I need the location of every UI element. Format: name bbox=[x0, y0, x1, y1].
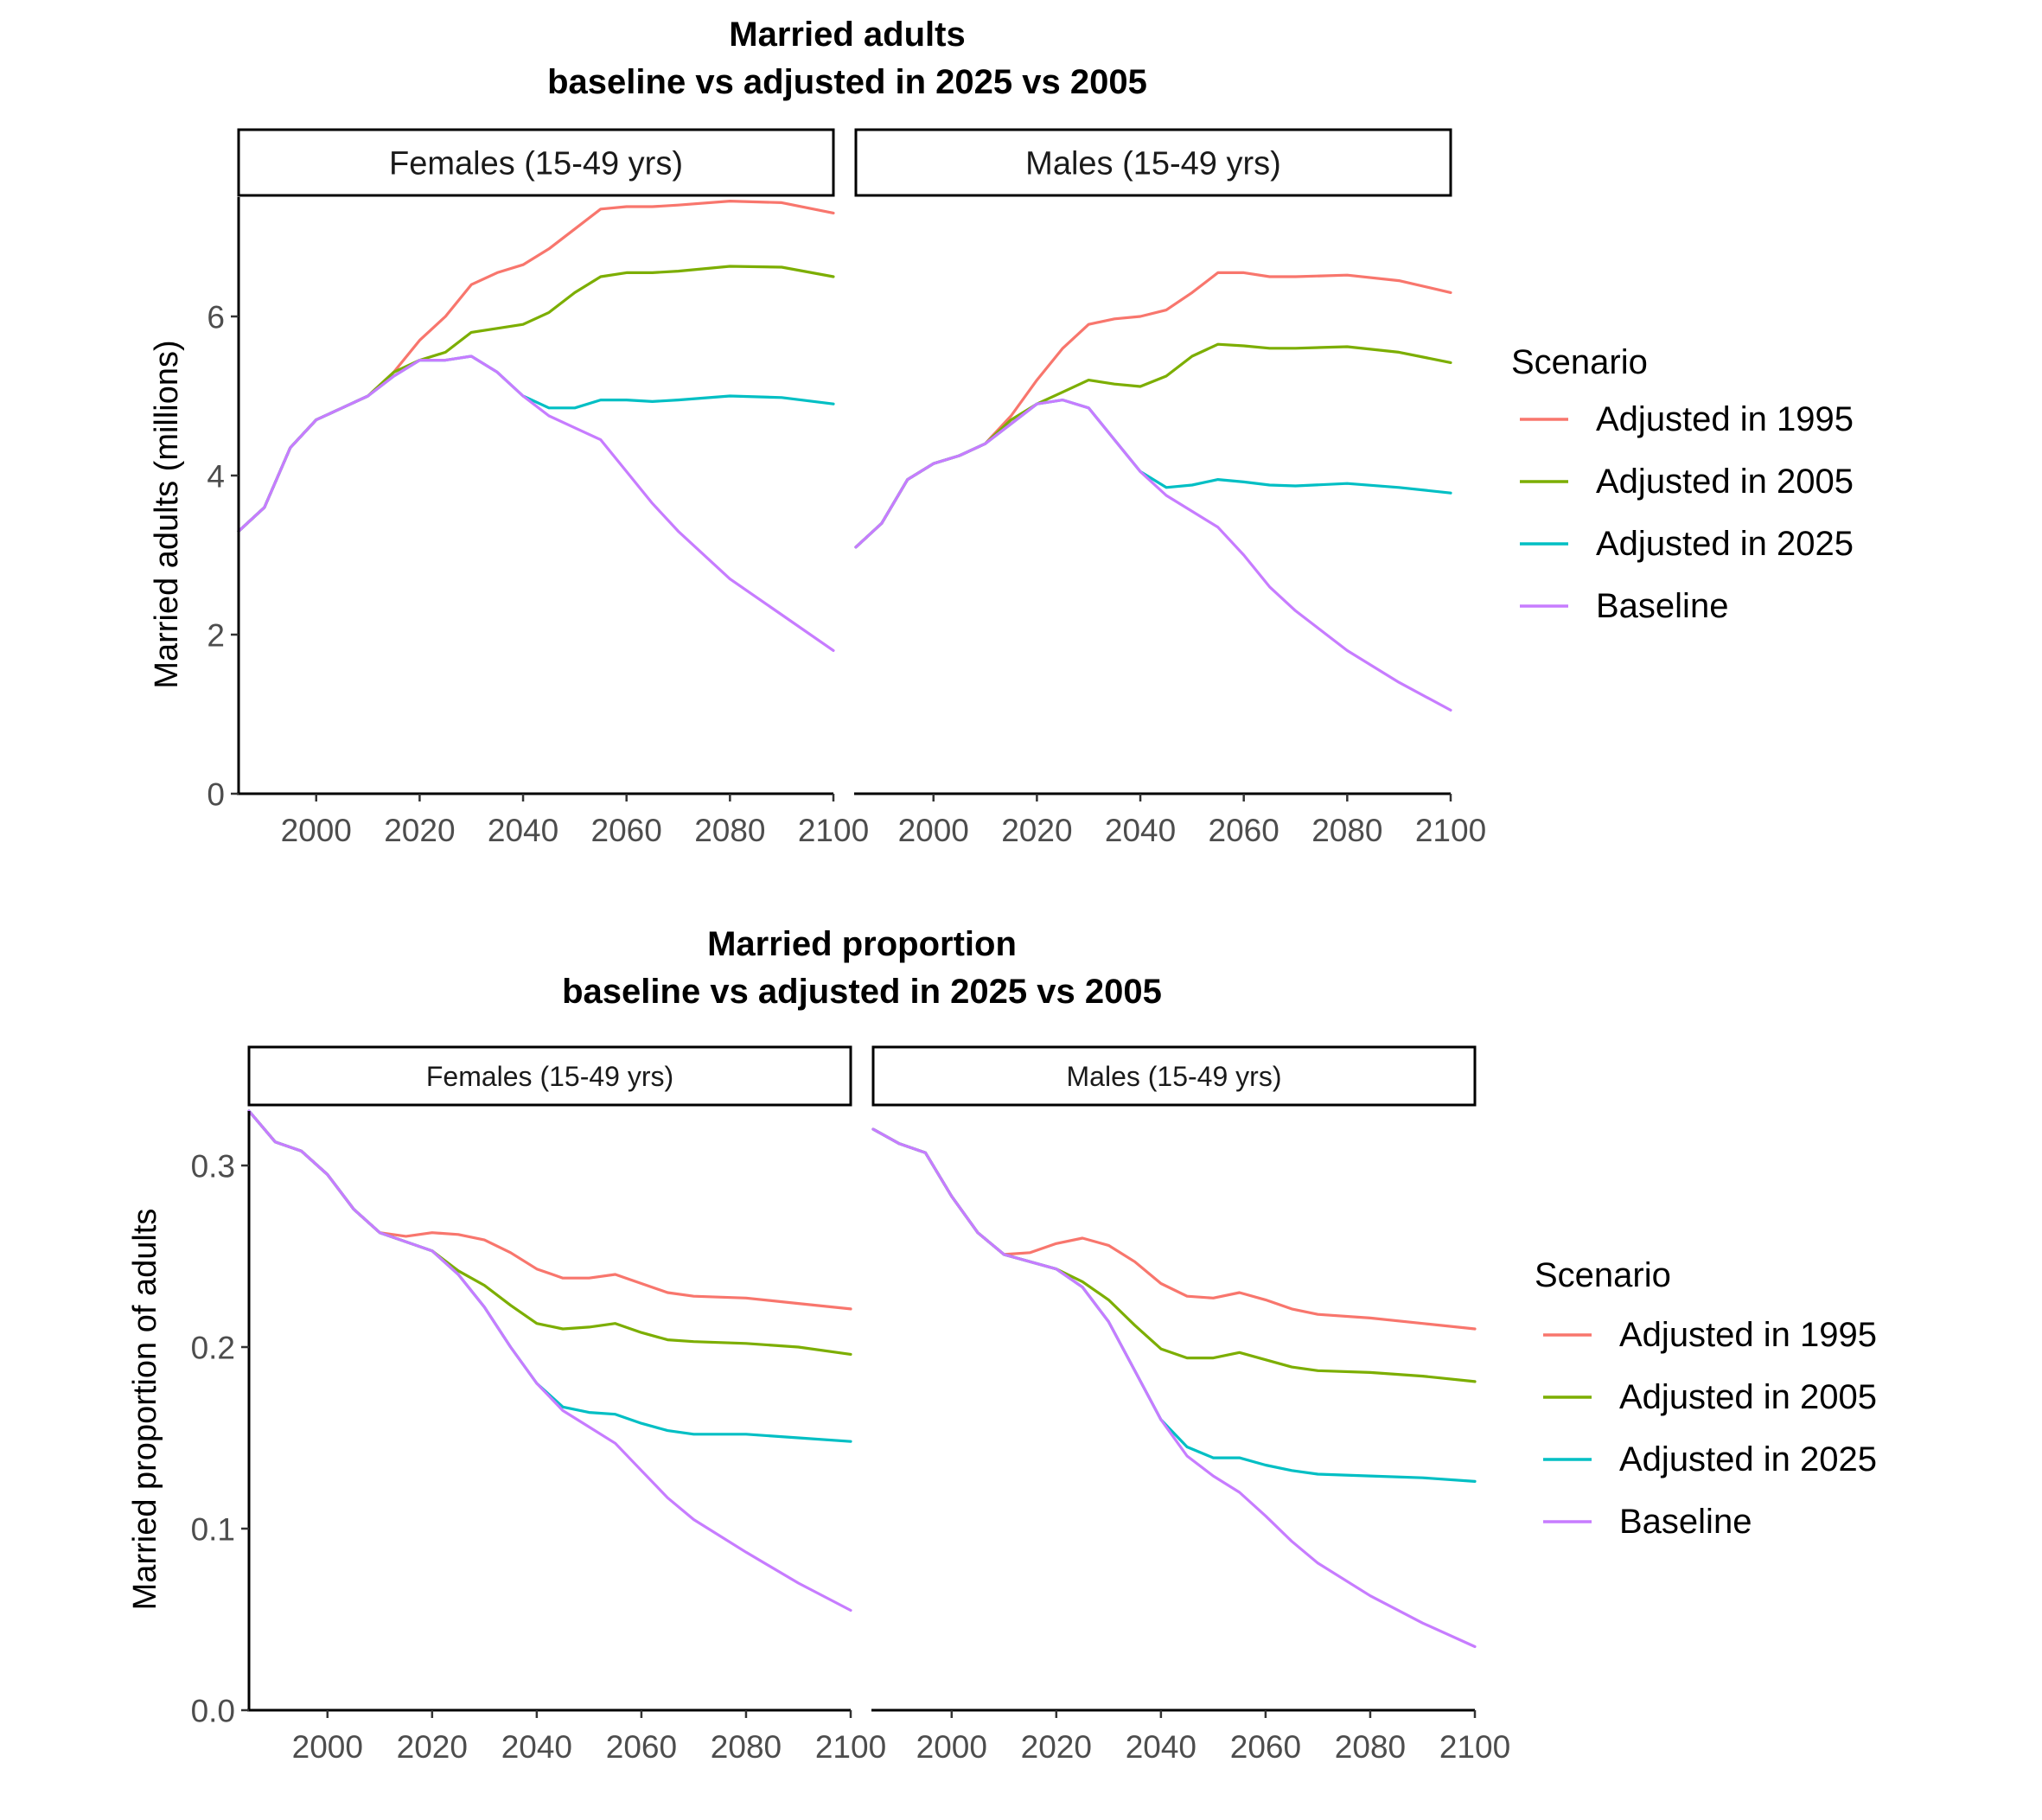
facet-strip-label: Females (15-49 yrs) bbox=[389, 146, 683, 182]
x-tick-label: 2080 bbox=[694, 813, 765, 848]
panel-2: Males (15-49 yrs) 2000 2020 2040 2060 2080 210… bbox=[871, 1045, 1510, 1765]
x-tick-label: 2100 bbox=[815, 1729, 886, 1765]
series-line-adjusted-in-1995 bbox=[871, 1127, 1477, 1331]
y-tick-label: 0.0 bbox=[191, 1693, 235, 1728]
series-line-adjusted-in-2005 bbox=[247, 1109, 852, 1356]
series-line-adjusted-in-2025 bbox=[247, 1109, 852, 1443]
facet-strip bbox=[247, 1045, 852, 1107]
series-line-adjusted-in-2005 bbox=[854, 342, 1452, 549]
y-axis-label: Married adults (millions) bbox=[149, 340, 185, 688]
x-tick-label: 2000 bbox=[281, 813, 352, 848]
x-tick-label: 2020 bbox=[1021, 1729, 1092, 1765]
x-tick-label: 2100 bbox=[1415, 813, 1486, 848]
panel-2: Males (15-49 yrs) 2000 2020 2040 2060 2080 210… bbox=[854, 128, 1486, 848]
series-line-adjusted-in-2025 bbox=[854, 399, 1452, 549]
x-tick-label: 2060 bbox=[606, 1729, 677, 1765]
legend-entry-label: Adjusted in 2025 bbox=[1596, 525, 1854, 563]
y-tick-label: 6 bbox=[207, 299, 225, 335]
legend-entry-label: Adjusted in 2005 bbox=[1596, 463, 1854, 501]
panel-1: Females (15-49 yrs) 2000 2020 2040 2060 2080 2… bbox=[207, 128, 869, 848]
series-line-adjusted-in-2025 bbox=[871, 1127, 1477, 1483]
y-tick-label: 4 bbox=[207, 458, 225, 494]
legend: Scenario Adjusted in 1995 Adjusted in 2005… bbox=[1535, 1256, 1877, 1541]
x-tick-label: 2080 bbox=[1335, 1729, 1406, 1765]
x-tick-label: 2040 bbox=[488, 813, 558, 848]
legend-entry-label: Baseline bbox=[1619, 1503, 1752, 1541]
x-tick-label: 2100 bbox=[798, 813, 869, 848]
x-tick-label: 2080 bbox=[1311, 813, 1382, 848]
facet-strip bbox=[871, 1045, 1477, 1107]
x-tick-label: 2000 bbox=[898, 813, 969, 848]
y-tick-label: 0.1 bbox=[191, 1511, 235, 1547]
chart-subtitle: baseline vs adjusted in 2025 vs 2005 bbox=[547, 63, 1147, 101]
x-tick-label: 2000 bbox=[292, 1729, 363, 1765]
legend-title: Scenario bbox=[1535, 1256, 1671, 1294]
legend: Scenario Adjusted in 1995 Adjusted in 2005… bbox=[1511, 343, 1854, 625]
series-line-adjusted-in-2005 bbox=[871, 1127, 1477, 1383]
y-tick-label: 0 bbox=[207, 776, 225, 812]
x-tick-label: 2080 bbox=[711, 1729, 782, 1765]
series-line-baseline bbox=[237, 354, 835, 652]
y-tick-label: 0.3 bbox=[191, 1148, 235, 1184]
x-tick-label: 2060 bbox=[591, 813, 662, 848]
facet-strip bbox=[237, 128, 835, 197]
y-tick-label: 2 bbox=[207, 617, 225, 653]
series-line-adjusted-in-1995 bbox=[854, 271, 1452, 549]
x-tick-label: 2020 bbox=[384, 813, 455, 848]
legend-title: Scenario bbox=[1511, 343, 1648, 381]
x-tick-label: 2040 bbox=[501, 1729, 572, 1765]
x-tick-label: 2100 bbox=[1439, 1729, 1510, 1765]
y-axis-label: Married proportion of adults bbox=[127, 1209, 163, 1611]
facet-strip-label: Males (15-49 yrs) bbox=[1025, 146, 1281, 182]
chart-subtitle: baseline vs adjusted in 2025 vs 2005 bbox=[562, 973, 1162, 1011]
series-line-baseline bbox=[247, 1109, 852, 1612]
facet-strip-label: Males (15-49 yrs) bbox=[1067, 1061, 1282, 1092]
series-line-adjusted-in-2005 bbox=[237, 265, 835, 533]
x-tick-label: 2060 bbox=[1230, 1729, 1301, 1765]
series-line-adjusted-in-1995 bbox=[247, 1109, 852, 1311]
facet-strip bbox=[854, 128, 1452, 197]
series-line-adjusted-in-1995 bbox=[237, 200, 835, 533]
series-line-baseline bbox=[854, 399, 1452, 712]
facet-strip-label: Females (15-49 yrs) bbox=[426, 1061, 673, 1092]
x-tick-label: 2040 bbox=[1126, 1729, 1196, 1765]
x-tick-label: 2040 bbox=[1105, 813, 1176, 848]
chart-1: Married adults baseline vs adjusted in 20… bbox=[149, 16, 1854, 848]
chart-title: Married adults bbox=[729, 16, 965, 54]
chart-title: Married proportion bbox=[707, 925, 1017, 963]
panel-1: Females (15-49 yrs) 2000 2020 2040 2060 2080 2… bbox=[191, 1045, 886, 1765]
x-tick-label: 2060 bbox=[1209, 813, 1279, 848]
y-tick-label: 0.2 bbox=[191, 1330, 235, 1365]
x-tick-label: 2020 bbox=[1001, 813, 1072, 848]
legend-entry-label: Adjusted in 1995 bbox=[1619, 1316, 1877, 1354]
legend-entry-label: Adjusted in 2005 bbox=[1619, 1378, 1877, 1416]
legend-entry-label: Baseline bbox=[1596, 587, 1728, 625]
chart-2: Married proportion baseline vs adjusted i… bbox=[127, 925, 1877, 1765]
series-line-adjusted-in-2025 bbox=[237, 354, 835, 533]
series-line-baseline bbox=[871, 1127, 1477, 1649]
legend-entry-label: Adjusted in 1995 bbox=[1596, 400, 1854, 438]
x-tick-label: 2000 bbox=[916, 1729, 987, 1765]
legend-entry-label: Adjusted in 2025 bbox=[1619, 1440, 1877, 1478]
x-tick-label: 2020 bbox=[397, 1729, 468, 1765]
